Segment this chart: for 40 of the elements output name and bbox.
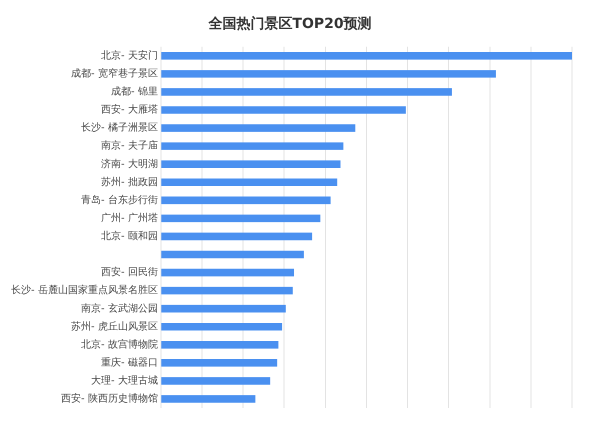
y-tick-label: 西安- 回民街 — [100, 266, 158, 278]
y-tick-label: 北京- 天安门 — [100, 49, 158, 62]
y-tick-label: 北京- 故宫博物院 — [80, 338, 158, 350]
bar — [161, 268, 294, 276]
y-tick-label: 长沙- 岳麓山国家重点风景名胜区 — [10, 284, 158, 296]
y-tick-label: 成都- 宽窄巷子景区 — [70, 67, 158, 80]
y-tick-label: 成都- 锦里 — [110, 86, 158, 98]
y-tick-label: 青岛- 台东步行街 — [80, 194, 158, 206]
bar — [161, 214, 320, 222]
bar — [161, 124, 356, 132]
bar — [161, 359, 278, 367]
y-tick-label: 南京- 夫子庙 — [100, 140, 158, 152]
bar — [161, 196, 331, 204]
y-tick-label: 西安- 大雁塔 — [100, 104, 158, 116]
bar — [161, 232, 312, 240]
y-tick-label: 长沙- 橘子洲景区 — [80, 122, 158, 134]
bar — [161, 70, 496, 78]
y-tick-label: 苏州- 拙政园 — [100, 176, 158, 188]
bar — [161, 395, 256, 403]
y-tick-label: 北京- 颐和园 — [100, 230, 158, 242]
bar — [161, 88, 452, 96]
bar — [161, 304, 286, 312]
y-tick-label: 南京- 玄武湖公园 — [80, 302, 158, 314]
y-tick-label: 大理- 大理古城 — [90, 374, 158, 387]
bar — [161, 377, 270, 385]
bar — [161, 160, 340, 168]
bar — [161, 178, 338, 186]
bar — [161, 52, 572, 60]
y-tick-label: 济南- 大明湖 — [100, 158, 158, 170]
y-tick-label: 苏州- 虎丘山风景区 — [70, 320, 158, 332]
bar — [161, 250, 304, 258]
bar — [161, 322, 282, 331]
chart-title: 全国热门景区TOP20预测 — [207, 15, 372, 32]
y-tick-label: 西安- 陕西历史博物馆 — [60, 392, 158, 405]
bar — [161, 341, 278, 349]
bar — [161, 142, 344, 150]
bar — [161, 286, 293, 294]
y-tick-label: 重庆- 磁器口 — [100, 356, 158, 368]
y-tick-label: 广州- 广州塔 — [100, 212, 158, 224]
bar — [161, 106, 406, 114]
